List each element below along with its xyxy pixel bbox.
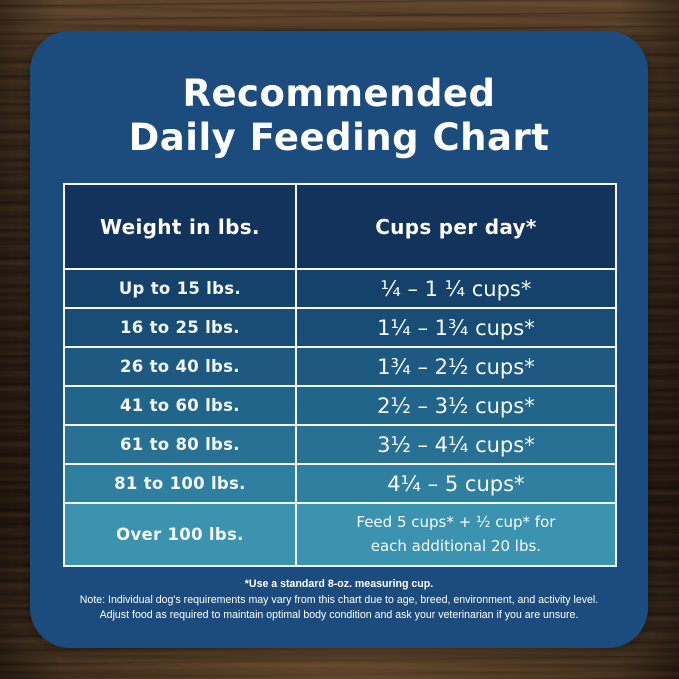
weight-cell: Up to 15 lbs. — [63, 268, 297, 309]
page-title: Recommended Daily Feeding Chart — [30, 72, 648, 160]
feeding-table: Weight in lbs. Cups per day* Up to 15 lb… — [63, 183, 618, 567]
weight-cell: Over 100 lbs. — [63, 502, 297, 567]
table-row: Up to 15 lbs. ¼ – 1 ¼ cups* — [63, 268, 618, 309]
cups-cell: 4¼ – 5 cups* — [294, 463, 618, 504]
weight-cell: 16 to 25 lbs. — [63, 307, 297, 348]
column-header-cups: Cups per day* — [294, 183, 618, 270]
footnote-measuring-cup: *Use a standard 8-oz. measuring cup. — [244, 578, 434, 590]
table-row: 26 to 40 lbs. 1¾ – 2½ cups* — [63, 346, 618, 387]
weight-cell: 26 to 40 lbs. — [63, 346, 297, 387]
title-line-2: Daily Feeding Chart — [128, 116, 550, 159]
table-row: 16 to 25 lbs. 1¼ – 1¾ cups* — [63, 307, 618, 348]
cups-cell: ¼ – 1 ¼ cups* — [294, 268, 618, 309]
cups-cell: 1¼ – 1¾ cups* — [294, 307, 618, 348]
footnotes: *Use a standard 8-oz. measuring cup. Not… — [48, 577, 630, 623]
weight-cell: 81 to 100 lbs. — [63, 463, 297, 504]
footnote-adjust: Adjust food as required to maintain opti… — [99, 609, 579, 622]
title-line-1: Recommended — [182, 72, 496, 115]
footnote-variability: Note: Individual dog's requirements may … — [79, 594, 599, 607]
weight-cell: 61 to 80 lbs. — [63, 424, 297, 465]
cups-cell: 3½ – 4¼ cups* — [294, 424, 618, 465]
table-row: 61 to 80 lbs. 3½ – 4¼ cups* — [63, 424, 618, 465]
table-row: Over 100 lbs. Feed 5 cups* + ½ cup* for … — [63, 502, 618, 567]
feeding-chart-card: Recommended Daily Feeding Chart Weight i… — [30, 31, 648, 648]
table-row: 41 to 60 lbs. 2½ – 3½ cups* — [63, 385, 618, 426]
weight-cell: 41 to 60 lbs. — [63, 385, 297, 426]
cups-cell: Feed 5 cups* + ½ cup* for each additiona… — [294, 502, 618, 567]
cups-cell: 1¾ – 2½ cups* — [294, 346, 618, 387]
column-header-weight: Weight in lbs. — [63, 183, 297, 270]
table-header-row: Weight in lbs. Cups per day* — [63, 183, 618, 270]
table-row: 81 to 100 lbs. 4¼ – 5 cups* — [63, 463, 618, 504]
cups-cell: 2½ – 3½ cups* — [294, 385, 618, 426]
